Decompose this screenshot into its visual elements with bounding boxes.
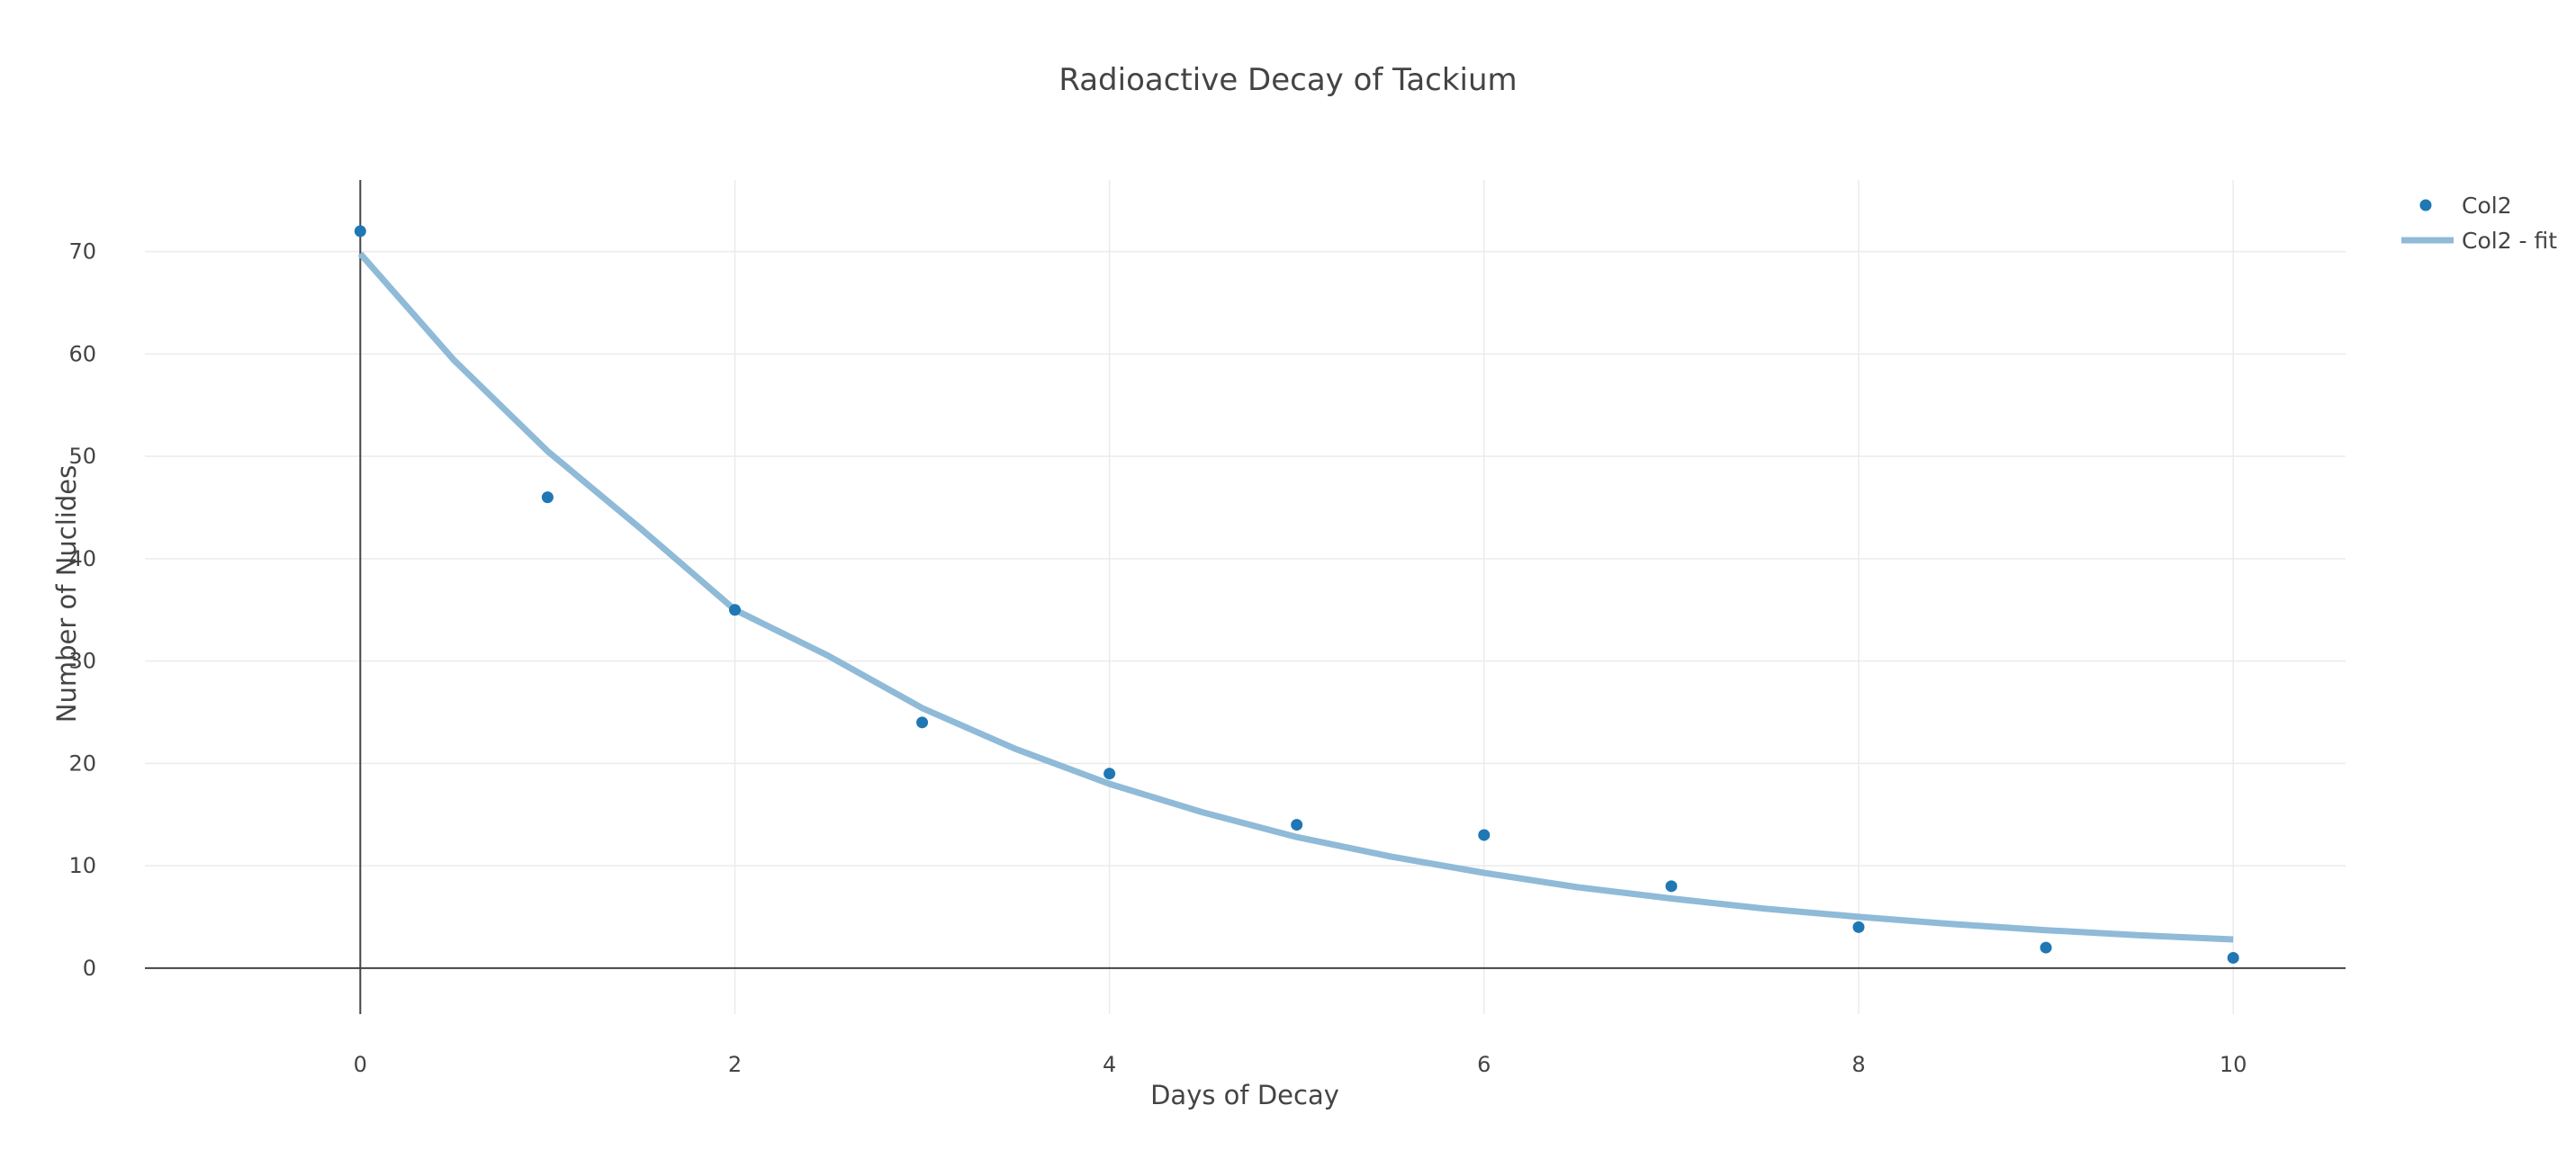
y-tick-label: 70 <box>68 239 96 265</box>
legend-item[interactable]: Col2 <box>2419 193 2512 219</box>
data-point <box>1103 768 1116 780</box>
y-tick-label: 50 <box>68 444 96 469</box>
data-point <box>728 604 741 616</box>
x-tick-label: 6 <box>1477 1052 1491 1077</box>
x-tick-label: 0 <box>354 1052 367 1077</box>
legend-marker-icon <box>2419 199 2432 211</box>
y-tick-label: 20 <box>68 750 96 776</box>
data-point <box>354 225 366 238</box>
y-tick-label: 30 <box>68 649 96 674</box>
y-tick-label: 40 <box>68 546 96 571</box>
tick-label-layer: 0 2 4 6 8 10 0 10 20 30 40 50 60 70 <box>68 239 2247 1077</box>
data-point <box>2040 941 2052 954</box>
axis-layer <box>145 180 2346 1014</box>
legend[interactable]: Col2 Col2 - fit <box>2401 193 2557 254</box>
x-tick-label: 2 <box>728 1052 742 1077</box>
data-point <box>1852 921 1865 933</box>
data-point <box>2227 951 2239 964</box>
x-tick-label: 8 <box>1851 1052 1865 1077</box>
data-point <box>916 716 929 729</box>
data-point <box>1478 829 1491 841</box>
series-layer <box>354 225 2239 964</box>
y-tick-label: 60 <box>68 341 96 366</box>
legend-item[interactable]: Col2 - fit <box>2401 228 2557 254</box>
chart-title: Radioactive Decay of Tackium <box>1058 62 1517 98</box>
data-point <box>541 491 554 504</box>
data-point <box>1665 880 1678 893</box>
x-axis-title: Days of Decay <box>1150 1080 1339 1110</box>
x-tick-label: 4 <box>1103 1052 1116 1077</box>
fit-line <box>357 251 2234 943</box>
legend-label: Col2 <box>2462 193 2512 219</box>
data-point <box>1291 819 1303 831</box>
y-tick-label: 0 <box>83 956 96 981</box>
legend-label: Col2 - fit <box>2462 228 2557 254</box>
y-tick-label: 10 <box>68 853 96 878</box>
grid-layer <box>145 180 2346 1014</box>
x-tick-label: 10 <box>2220 1052 2247 1077</box>
y-axis-title: Number of Nuclides <box>51 465 82 723</box>
